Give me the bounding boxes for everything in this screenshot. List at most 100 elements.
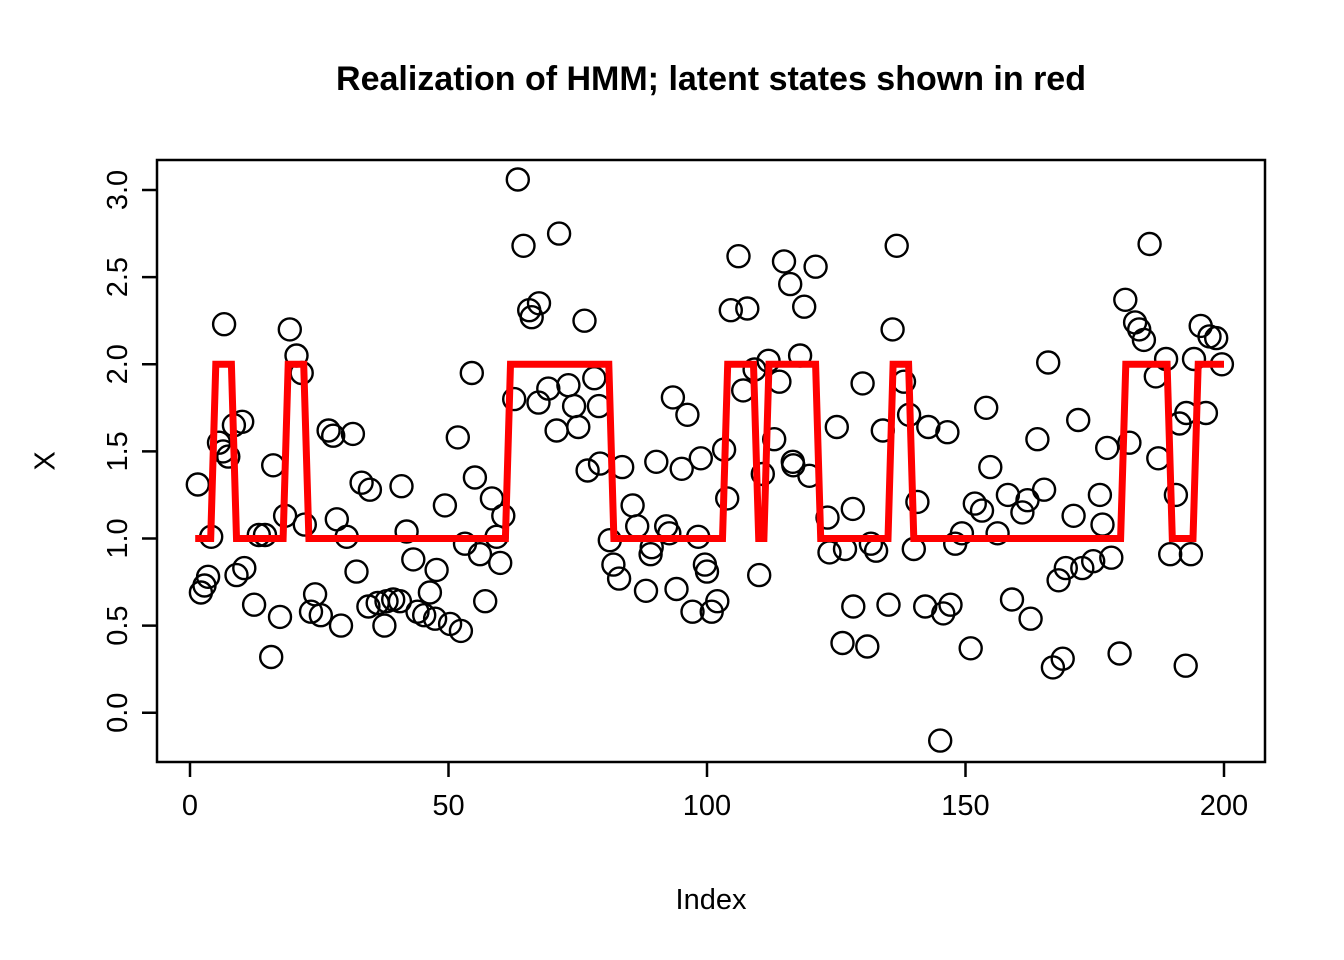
plot-title: Realization of HMM; latent states shown …	[336, 60, 1086, 98]
scatter-point	[858, 531, 884, 556]
y-tick-label: 0.0	[102, 693, 134, 733]
scatter-point	[401, 547, 426, 572]
scatter-point	[958, 636, 983, 661]
scatter-point	[321, 423, 346, 448]
scatter-point	[259, 644, 284, 670]
scatter-point	[840, 496, 865, 522]
scatter-point	[1178, 542, 1204, 567]
scatter-point	[850, 371, 875, 396]
scatter-point	[502, 386, 527, 412]
scatter-point	[349, 470, 374, 495]
y-tick-label: 1.5	[102, 431, 134, 471]
scatter-point	[1025, 427, 1050, 452]
y-tick-label: 3.0	[102, 170, 134, 210]
scatter-point	[417, 580, 443, 605]
scatter-point	[1157, 542, 1183, 567]
scatter-point	[880, 317, 905, 342]
scatter-point	[803, 254, 828, 279]
scatter-point	[445, 425, 470, 450]
scatter-point	[566, 414, 591, 440]
scatter-point	[935, 420, 960, 445]
scatter-point	[479, 486, 505, 511]
scatter-point	[1203, 325, 1229, 351]
scatter-point	[505, 167, 530, 192]
scatter-point	[1035, 350, 1061, 375]
scatter-point	[718, 298, 743, 323]
scatter-point	[694, 559, 720, 584]
scatter-point	[726, 244, 751, 269]
scatter-point	[817, 540, 842, 565]
scatter-point	[185, 472, 211, 497]
scatter-point	[978, 454, 1003, 480]
scatter-point	[815, 505, 840, 530]
scatter-point	[582, 366, 607, 391]
scatter-point	[606, 566, 632, 591]
scatter-point	[308, 603, 333, 628]
y-tick-label: 2.5	[102, 257, 134, 297]
scatter-point	[1099, 545, 1124, 570]
scatter-point	[792, 294, 817, 319]
scatter-point	[572, 308, 597, 333]
scatter-point	[267, 604, 293, 630]
scatter-point	[1053, 555, 1079, 581]
scatter-point	[1090, 512, 1115, 537]
scatter-point	[1137, 231, 1162, 257]
scatter-point	[962, 491, 987, 516]
scatter-point	[536, 376, 561, 401]
scatter-point	[735, 296, 760, 321]
scatter-point	[372, 613, 397, 638]
scatter-point	[1010, 500, 1035, 525]
scatter-point	[389, 474, 414, 499]
scatter-point	[544, 418, 569, 443]
scatter-point	[546, 221, 572, 246]
scatter-point	[211, 312, 237, 337]
scatter-point	[916, 414, 941, 440]
x-tick-label: 50	[432, 790, 464, 822]
scatter-point	[232, 555, 257, 581]
scatter-point	[526, 291, 552, 316]
scatter-point	[459, 360, 484, 386]
scatter-point	[855, 634, 880, 659]
scatter-point	[316, 418, 341, 443]
scatter-point	[412, 603, 437, 628]
x-tick-label: 150	[941, 790, 989, 822]
scatter-point	[575, 458, 600, 483]
scatter-point	[688, 446, 713, 471]
scatter-point	[561, 393, 587, 419]
scatter-point	[1107, 641, 1132, 666]
scatter-point	[1094, 435, 1120, 461]
x-axis-label: Index	[675, 884, 747, 916]
scatter-point	[680, 599, 705, 624]
scatter-point	[1046, 568, 1071, 593]
scatter-point	[1181, 346, 1207, 372]
scatter-point	[1146, 446, 1171, 471]
plot-box	[155, 158, 1267, 764]
scatter-point	[1087, 482, 1113, 508]
scatter-point	[747, 562, 772, 588]
scatter-point	[1131, 327, 1157, 353]
x-tick-label: 0	[182, 790, 198, 822]
scatter-point	[938, 592, 963, 617]
scatter-point	[462, 465, 488, 490]
scatter-point	[216, 444, 241, 469]
scatter-point	[644, 449, 669, 474]
scatter-point	[298, 599, 324, 624]
scatter-point	[830, 630, 855, 656]
scatter-point	[556, 373, 581, 398]
scatter-point	[660, 385, 686, 410]
scatter-point	[863, 538, 889, 563]
scatter-point	[633, 578, 659, 603]
scatter-point	[974, 395, 999, 420]
y-tick-label: 2.0	[102, 344, 134, 384]
scatter-point	[1050, 646, 1075, 671]
scatter-point	[931, 601, 956, 626]
y-tick-label: 0.5	[102, 605, 134, 645]
scatter-point	[985, 521, 1010, 546]
y-tick-label: 1.0	[102, 518, 134, 558]
scatter-point	[357, 477, 383, 502]
scatter-point	[344, 559, 369, 584]
scatter-point	[999, 587, 1025, 612]
scatter-point	[778, 271, 803, 297]
scatter-point	[261, 453, 286, 478]
scatter-point	[394, 519, 419, 544]
